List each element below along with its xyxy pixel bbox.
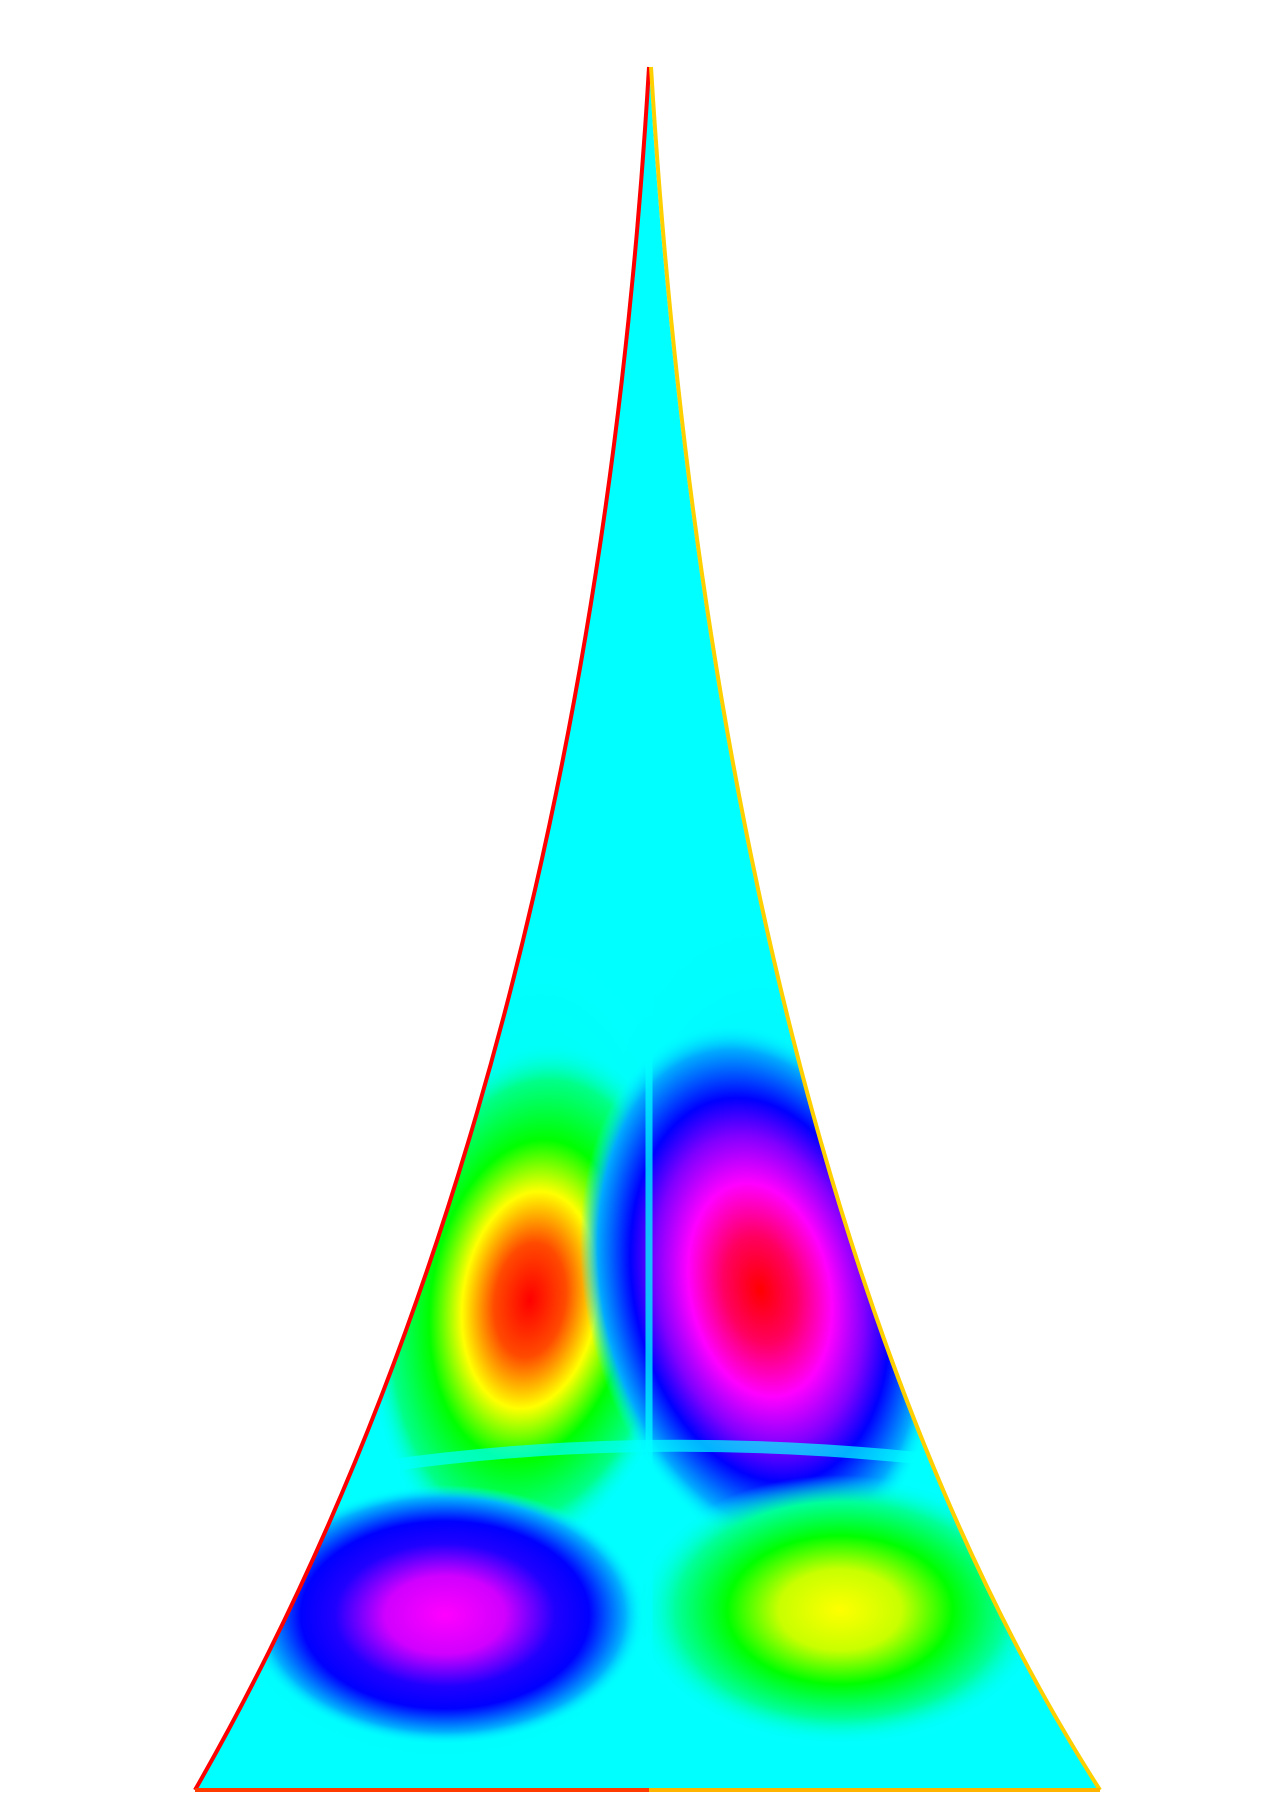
right-boundary-edge xyxy=(649,66,1102,1792)
lower-left-lobe xyxy=(245,1485,645,1745)
lower-right-lobe xyxy=(635,1475,1045,1745)
left-boundary-edge xyxy=(193,66,651,1791)
horizontal-nodal-line xyxy=(298,1439,981,1486)
